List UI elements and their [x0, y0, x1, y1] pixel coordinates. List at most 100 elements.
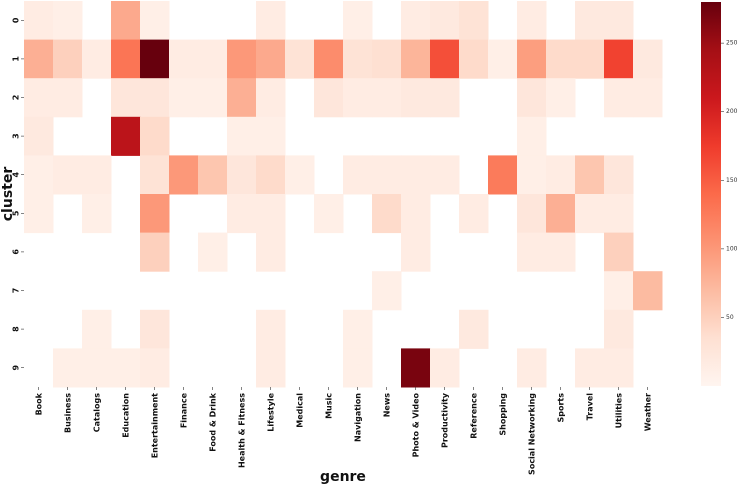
x-tick-label: Medical [296, 393, 305, 428]
heatmap-cell [256, 1, 286, 41]
x-tick-label: Health & Fitness [238, 393, 247, 468]
x-tick-label: Music [325, 393, 334, 419]
x-tick-label: Photo & Video [412, 393, 421, 458]
heatmap-cell [140, 194, 170, 234]
heatmap-cell [256, 232, 286, 272]
x-tick-label: Productivity [441, 392, 450, 448]
heatmap-cell [285, 155, 315, 195]
heatmap-cell [314, 78, 344, 118]
x-axis-label: genre [320, 469, 366, 485]
y-tick-label: 4 [12, 171, 21, 177]
heatmap-cell [372, 39, 402, 79]
x-tick-label: Food & Drink [209, 392, 218, 451]
x-tick-label: Utilities [615, 393, 624, 429]
heatmap-cell [401, 78, 431, 118]
x-tick-label: Business [64, 393, 73, 433]
heatmap-cell [169, 155, 199, 195]
heatmap-cell [401, 155, 431, 195]
x-tick-label: Weather [644, 393, 653, 431]
heatmap-cell [256, 116, 286, 156]
heatmap-cell [256, 309, 286, 349]
y-tick-label: 9 [12, 364, 21, 370]
heatmap-cell [111, 39, 141, 79]
heatmap-cell [53, 39, 83, 79]
x-tick-label: News [383, 393, 392, 418]
colorbar-tick-label: 50 [726, 314, 734, 321]
colorbar-tick-label: 200 [726, 108, 738, 115]
colorbar-tick-label: 100 [726, 245, 738, 252]
heatmap-cell [633, 271, 663, 311]
heatmap-cell [82, 155, 112, 195]
heatmap-cell [82, 348, 112, 388]
colorbar-ticks: 50 100 150 200 250 [721, 40, 738, 321]
heatmap-cell [517, 155, 547, 195]
x-tick-label: Lifestyle [267, 392, 276, 431]
heatmap-cell [227, 194, 257, 234]
heatmap-cell [372, 194, 402, 234]
heatmap-cell [111, 348, 141, 388]
x-tick-label: Shopping [499, 393, 508, 436]
heatmap-cell [140, 155, 170, 195]
heatmap-cell [227, 39, 257, 79]
heatmap-cell [633, 78, 663, 118]
heatmap-cell [198, 39, 228, 79]
heatmap-cell [53, 1, 83, 41]
heatmap-cell [343, 78, 373, 118]
heatmap-cell [546, 155, 576, 195]
heatmap-cell [140, 232, 170, 272]
x-tick-label: Catalogs [93, 393, 102, 432]
heatmap-cell [575, 194, 605, 234]
heatmap-cell [343, 309, 373, 349]
heatmap-cell [459, 1, 489, 41]
colorbar-tick-label: 150 [726, 177, 738, 184]
heatmap-cell [575, 348, 605, 388]
heatmap-cell [633, 39, 663, 79]
heatmap-cell [24, 1, 54, 41]
y-tick-label: 2 [12, 95, 21, 101]
heatmap-cell [575, 39, 605, 79]
heatmap-cell [372, 271, 402, 311]
heatmap-cell [430, 78, 460, 118]
heatmap-cell [517, 78, 547, 118]
x-tick-label: Entertainment [151, 393, 160, 458]
heatmap-cell [24, 155, 54, 195]
y-tick-label: 0 [12, 17, 21, 23]
heatmap-cell [488, 155, 518, 195]
heatmap-cell [546, 78, 576, 118]
x-tick-label: Navigation [354, 393, 363, 442]
heatmap-cell [343, 39, 373, 79]
heatmap-cell [256, 348, 286, 388]
heatmap-cell [82, 309, 112, 349]
heatmap-cell [140, 1, 170, 41]
heatmap-cell [517, 348, 547, 388]
heatmap-cell [401, 39, 431, 79]
heatmap-cell [604, 309, 634, 349]
heatmap-cell [575, 155, 605, 195]
heatmap-cell [517, 232, 547, 272]
heatmap-cell [546, 232, 576, 272]
heatmap-cell [372, 78, 402, 118]
heatmap-cell [169, 78, 199, 118]
x-tick-label: Education [122, 393, 131, 438]
y-tick-label: 8 [12, 326, 21, 332]
x-tick-label: Travel [586, 393, 595, 421]
x-tick-label: Sports [557, 393, 566, 423]
heatmap-cell [111, 1, 141, 41]
heatmap-cell [604, 271, 634, 311]
heatmap-cell [256, 39, 286, 79]
heatmap-cell [24, 116, 54, 156]
heatmap-cell [604, 1, 634, 41]
heatmap-cell [198, 232, 228, 272]
heatmap-cell [459, 39, 489, 79]
y-tick-labels: 0 1 2 3 4 5 6 7 8 9 [12, 17, 24, 370]
heatmap-cell [314, 194, 344, 234]
heatmap-cell [546, 39, 576, 79]
heatmap-cell [430, 155, 460, 195]
heatmap-cell [517, 39, 547, 79]
heatmap-cells [24, 1, 663, 388]
heatmap-cell [140, 39, 170, 79]
heatmap-cell [111, 116, 141, 156]
heatmap-cell [82, 39, 112, 79]
heatmap-cell [459, 194, 489, 234]
